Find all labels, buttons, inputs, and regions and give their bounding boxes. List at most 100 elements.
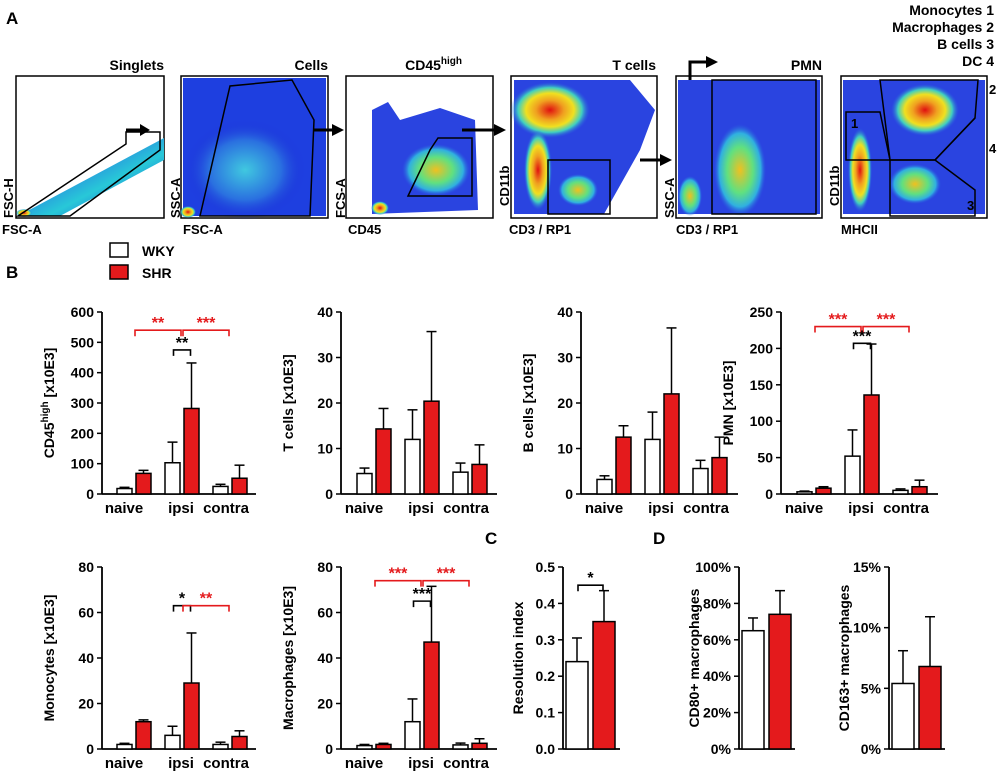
- flow-plot-cd45high: CD45high FCS-A CD45: [333, 56, 506, 237]
- y-tick-label: 100: [750, 413, 774, 429]
- legend-swatch-shr: [109, 264, 129, 280]
- y-tick-label: 0.1: [536, 705, 556, 721]
- bar-shr: [863, 394, 880, 495]
- bar-chart-cd163: 0% 5% 10% 15%CD163+ macrophages: [836, 559, 945, 757]
- scatter-hotspot: [371, 201, 389, 215]
- legend-label-shr: SHR: [142, 265, 172, 281]
- flow-plot-title: Singlets: [110, 57, 165, 73]
- gating-legend-line: DC 4: [962, 53, 994, 69]
- bar-shr: [375, 428, 392, 495]
- y-tick-label: 0%: [711, 741, 732, 757]
- y-tick-label: 40: [317, 650, 333, 666]
- scatter-core: [524, 130, 552, 210]
- bar-chart-macrophages: 0 20 40 60 80 Macrophages [x10E3] naive ipsi con…: [280, 559, 497, 772]
- flow-plot-ylabel: FSC-H: [1, 178, 16, 218]
- y-axis-label-main: CD80+ macrophages: [686, 588, 702, 727]
- bar-chart-pmn: 0 50 100 150 200 250 PMN [x10E3] naive ipsi contr…: [720, 304, 938, 517]
- scatter-core: [848, 128, 872, 212]
- y-tick-label: 80%: [703, 595, 732, 611]
- bar-chart-monocytes: 0 20 40 60 80 Monocytes [x10E3] naive ipsi contr…: [41, 559, 256, 772]
- y-tick-label: 0: [86, 741, 94, 757]
- significance-bracket: [577, 584, 604, 592]
- y-tick-label: 30: [317, 350, 333, 366]
- x-category-label: ipsi: [648, 500, 674, 517]
- y-tick-label: 60: [78, 605, 94, 621]
- y-tick-label: 50: [757, 450, 773, 466]
- significance-label: ***: [829, 312, 848, 329]
- bar-chart-resolution: 0.0 0.1 0.2 0.3 0.4 0.5 Resolution index *: [510, 559, 620, 757]
- y-axis-label: B cells [x10E3]: [520, 354, 536, 453]
- y-tick-label: 0%: [861, 741, 882, 757]
- y-axis-label-main: Resolution index: [510, 601, 526, 714]
- y-tick-label: 0.0: [536, 741, 556, 757]
- flow-plot-xlabel: CD45: [348, 222, 381, 237]
- flow-plot-title: Cells: [295, 57, 329, 73]
- y-tick-label: 40: [557, 304, 573, 320]
- x-category-label: contra: [683, 500, 730, 517]
- y-axis-label-main: CD45: [41, 422, 57, 458]
- y-axis-label-rest: [x10E3]: [41, 348, 57, 402]
- panel-label-c: C: [485, 529, 497, 548]
- scatter-core: [714, 124, 766, 216]
- bar-wky: [741, 629, 765, 750]
- bar-chart-tcells: 0 10 20 30 40 T cells [x10E3] naive ipsi contra: [280, 304, 497, 517]
- significance-bracket: [374, 579, 422, 587]
- bar-wky: [212, 485, 229, 495]
- panel-label-b: B: [6, 263, 18, 282]
- y-tick-label: 80: [78, 559, 94, 575]
- y-axis-label: CD80+ macrophages: [686, 588, 702, 727]
- x-category-label: naive: [105, 755, 143, 772]
- scatter-hotspot: [180, 206, 196, 218]
- legend-swatch-wky: [109, 242, 129, 258]
- significance-label: ***: [197, 315, 216, 332]
- flow-plot-xlabel: CD3 / RP1: [509, 222, 571, 237]
- significance-label: **: [200, 591, 213, 608]
- gate-number: 1: [851, 116, 858, 131]
- bar-wky: [565, 660, 589, 750]
- scatter-core: [510, 82, 590, 138]
- significance-label: ***: [437, 566, 456, 583]
- bar-shr: [135, 472, 152, 495]
- y-tick-label: 100%: [695, 559, 731, 575]
- y-axis-label: PMN [x10E3]: [720, 361, 736, 446]
- bar-shr: [663, 393, 680, 495]
- panel-label-d: D: [653, 529, 665, 548]
- gating-legend: Monocytes 1 Macrophages 2 B cells 3 DC 4: [892, 2, 994, 69]
- gate-outline: [15, 131, 161, 217]
- bar-wky: [116, 487, 133, 495]
- bar-wky: [596, 478, 613, 495]
- gating-legend-line: Macrophages 2: [892, 19, 994, 35]
- y-tick-label: 20%: [703, 705, 732, 721]
- bar-wky: [356, 472, 373, 495]
- significance-bracket: [172, 604, 192, 612]
- flow-plot-cells: Cells SSC-A FSC-A: [168, 57, 344, 237]
- gate-arrow: [140, 124, 150, 136]
- bar-wky: [404, 720, 421, 750]
- bar-shr: [423, 400, 440, 495]
- x-category-label: naive: [585, 500, 623, 517]
- y-axis-label: Macrophages [x10E3]: [280, 586, 296, 730]
- y-tick-label: 100: [71, 456, 95, 472]
- y-tick-label: 0.4: [536, 595, 556, 611]
- y-tick-label: 0.5: [536, 559, 556, 575]
- y-tick-label: 10: [557, 441, 573, 457]
- flow-plot-ylabel: CD11b: [827, 165, 842, 206]
- y-tick-label: 0: [565, 486, 573, 502]
- bar-wky: [692, 467, 709, 495]
- y-tick-label: 0: [325, 486, 333, 502]
- y-tick-label: 150: [750, 377, 774, 393]
- y-tick-label: 200: [71, 425, 95, 441]
- bar-wky: [404, 438, 421, 495]
- y-axis-label: CD45high [x10E3]: [40, 348, 57, 459]
- significance-bracket: [862, 325, 910, 333]
- bar-wky: [452, 744, 469, 750]
- x-category-label: contra: [203, 500, 250, 517]
- y-tick-label: 60%: [703, 632, 732, 648]
- y-tick-label: 400: [71, 365, 95, 381]
- bar-chart-cd45: 0 100 200 300 400 500 600 CD45high [x10E3] naive…: [40, 304, 256, 517]
- y-tick-label: 0: [765, 486, 773, 502]
- flow-plot-ylabel: FCS-A: [333, 178, 348, 218]
- x-category-label: contra: [203, 755, 250, 772]
- y-axis-label-main: T cells [x10E3]: [280, 354, 296, 451]
